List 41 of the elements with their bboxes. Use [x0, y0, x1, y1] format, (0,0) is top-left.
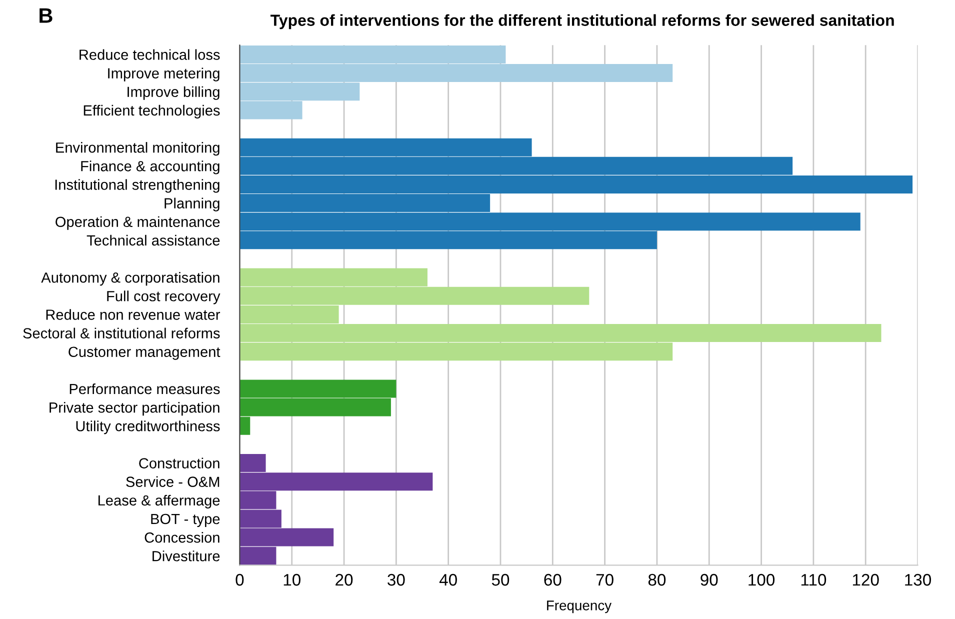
y-tick-label: Efficient technologies: [84, 104, 220, 118]
y-tick-label: Performance measures: [70, 383, 220, 394]
x-tick-label: 110: [801, 574, 826, 586]
y-tick-label: Technical assistance: [86, 234, 220, 246]
y-tick-label: Construction: [139, 458, 220, 468]
y-tick-label: Environmental monitoring: [56, 142, 220, 156]
y-tick-label: Planning: [164, 198, 220, 212]
x-tick-label: 80: [648, 574, 666, 586]
x-tick-label: 10: [284, 574, 300, 586]
x-tick-label: 100: [748, 574, 775, 586]
y-tick-label: Operation & maintenance: [56, 216, 220, 230]
y-tick-label: Reduce technical loss: [80, 49, 220, 60]
x-tick-label: 0: [236, 574, 244, 586]
x-tick-label: 90: [700, 574, 718, 586]
y-tick-label: Sectoral & institutional reforms: [23, 328, 220, 338]
y-tick-label: Utility creditworthiness: [76, 420, 220, 434]
text: B: [40, 8, 52, 23]
y-tick-label: Full cost recovery: [107, 290, 220, 304]
y-tick-label: Service - O&M: [126, 476, 220, 488]
x-tick-label: 70: [596, 574, 614, 586]
y-tick-label: Improve metering: [108, 68, 220, 82]
y-tick-label: Finance & accounting: [81, 160, 220, 174]
x-tick-label: 60: [544, 574, 562, 586]
x-axis-title: Frequency: [547, 600, 612, 614]
x-tick-label: 130: [905, 574, 932, 586]
x-tick-label: 40: [439, 574, 457, 586]
y-tick-label: Divestiture: [152, 550, 220, 562]
y-tick-label: Autonomy & corporatisation: [41, 272, 220, 286]
y-tick-label: Institutional strengthening: [55, 179, 220, 193]
y-tick-label: Customer management: [68, 346, 220, 360]
x-tick-label: 30: [388, 574, 405, 586]
x-tick-label: 50: [492, 574, 510, 586]
y-tick-label: Concession: [144, 532, 220, 543]
y-tick-label: Reduce non revenue water: [46, 309, 220, 320]
chart-title: Types of interventions for the different institutional reforms for sewered sanitation: [270, 14, 894, 30]
y-tick-label: BOT - type: [151, 514, 220, 528]
y-tick-label: Private sector participation: [50, 402, 220, 416]
x-tick-label: 120: [852, 574, 879, 586]
y-tick-label: Improve billing: [128, 86, 220, 100]
y-tick-label: Lease & affermage: [98, 494, 220, 508]
x-tick-label: 20: [336, 574, 353, 586]
